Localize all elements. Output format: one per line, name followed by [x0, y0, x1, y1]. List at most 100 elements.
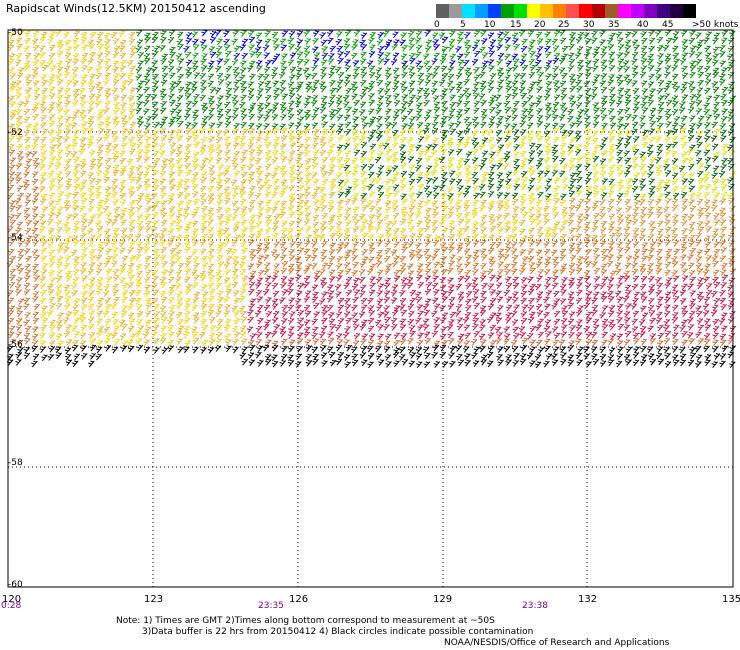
wind-barb	[441, 46, 449, 54]
wind-barb	[121, 135, 129, 143]
wind-barb	[672, 45, 679, 53]
wind-barb	[208, 338, 216, 346]
wind-barb	[295, 274, 302, 282]
wind-barb	[303, 199, 310, 207]
wind-barb	[73, 331, 81, 339]
wind-barb	[527, 255, 535, 263]
wind-barb	[335, 221, 343, 228]
wind-barb	[344, 297, 351, 305]
wind-barb	[271, 123, 279, 131]
wind-barb	[343, 101, 350, 108]
wind-barb	[705, 226, 713, 233]
wind-barb	[486, 351, 494, 359]
wind-barb	[640, 305, 647, 313]
wind-barb	[456, 232, 464, 240]
wind-barb	[696, 220, 704, 228]
wind-barb	[583, 108, 590, 115]
wind-barb	[95, 346, 103, 354]
wind-barb	[623, 141, 631, 149]
wind-barb	[697, 324, 705, 332]
wind-barb	[560, 331, 568, 338]
wind-barb	[431, 71, 438, 79]
wind-barb	[585, 361, 592, 368]
wind-barb	[648, 275, 655, 283]
wind-barb	[431, 226, 439, 233]
wind-barb	[177, 325, 185, 333]
wind-barb	[303, 319, 311, 327]
wind-barb	[720, 303, 727, 311]
wind-barb	[199, 331, 206, 339]
wind-barb	[431, 200, 439, 207]
wind-barb	[32, 233, 40, 241]
wind-barb	[103, 78, 110, 86]
wind-barb	[193, 141, 201, 149]
wind-barb	[16, 115, 23, 123]
wind-barb	[464, 218, 471, 226]
wind-barb	[646, 150, 654, 158]
wind-barb	[304, 310, 312, 318]
wind-barb	[622, 122, 630, 130]
wind-barb	[337, 269, 344, 277]
wind-barb	[136, 344, 144, 352]
wind-barb	[423, 225, 431, 233]
wind-barb	[319, 32, 326, 39]
wind-barb	[376, 134, 383, 142]
wind-barb	[465, 93, 472, 100]
wind-barb	[63, 108, 70, 116]
wind-barb	[336, 45, 344, 53]
wind-barb	[440, 200, 447, 208]
wind-barb	[449, 311, 457, 319]
wind-barb	[73, 298, 81, 305]
wind-barb	[681, 227, 688, 235]
wind-barb	[31, 106, 39, 114]
wind-barb	[504, 74, 511, 82]
wind-barb	[392, 190, 400, 198]
wind-barb	[191, 183, 199, 191]
wind-barb	[712, 345, 719, 353]
wind-barb	[719, 178, 727, 186]
wind-barb	[39, 163, 46, 171]
wind-barb	[192, 109, 199, 117]
wind-barb	[297, 116, 305, 124]
wind-barb	[280, 234, 288, 241]
wind-barb	[295, 73, 303, 80]
wind-barb	[64, 347, 72, 355]
wind-barb	[231, 200, 239, 208]
wind-barb	[265, 86, 272, 94]
wind-barb	[368, 289, 376, 297]
wind-barb	[64, 289, 71, 297]
wind-barb	[719, 289, 726, 297]
wind-barb	[56, 66, 64, 74]
wind-barb	[9, 129, 17, 137]
wind-barb	[416, 268, 423, 276]
wind-barb	[280, 106, 287, 114]
wind-barb	[488, 99, 495, 107]
wind-barb	[351, 248, 358, 256]
wind-barb	[432, 95, 440, 102]
wind-barb	[617, 37, 624, 45]
wind-barb	[240, 219, 248, 227]
wind-barb	[615, 31, 623, 39]
wind-barb	[729, 122, 736, 130]
wind-barb	[463, 248, 471, 255]
wind-barb	[446, 267, 454, 275]
wind-barb	[680, 30, 688, 38]
wind-barb	[696, 170, 704, 178]
wind-barb	[385, 136, 392, 144]
wind-barb	[489, 218, 496, 226]
wind-barb	[505, 234, 513, 242]
wind-barb	[231, 305, 238, 313]
wind-barb	[17, 101, 24, 109]
wind-barb	[265, 94, 272, 102]
wind-barb	[343, 38, 351, 45]
wind-barb	[9, 101, 17, 108]
wind-barb	[575, 225, 582, 233]
wind-barb	[696, 141, 703, 149]
wind-barb	[641, 95, 648, 102]
wind-barb	[304, 178, 312, 186]
wind-barb	[256, 345, 264, 352]
wind-barb	[608, 304, 616, 312]
wind-barb	[22, 179, 30, 187]
wind-barb	[688, 171, 696, 179]
wind-barb	[336, 256, 344, 263]
